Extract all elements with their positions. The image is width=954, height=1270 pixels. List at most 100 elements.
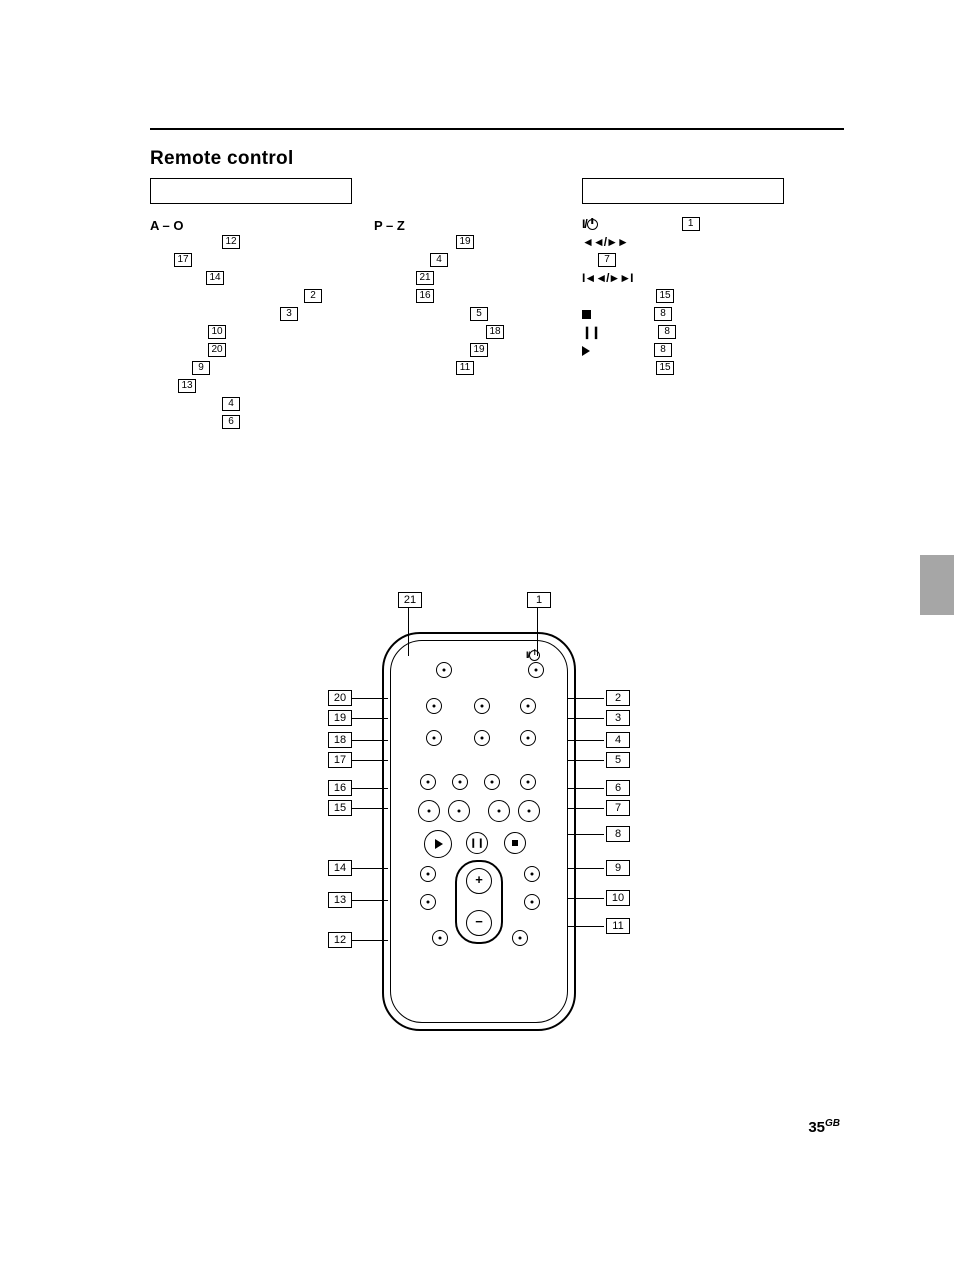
page-number-value: 35 <box>808 1119 825 1136</box>
reference-number: 7 <box>598 253 616 267</box>
callout-number: 4 <box>606 732 630 748</box>
reference-number: 10 <box>208 325 226 339</box>
index-row: ◄◄/►► <box>582 232 802 250</box>
remote-button <box>512 930 528 946</box>
leader-line <box>568 740 604 741</box>
remote-button <box>424 830 452 858</box>
reference-number: 21 <box>416 271 434 285</box>
leader-line <box>568 834 604 835</box>
remote-button <box>420 866 436 882</box>
remote-button <box>474 730 490 746</box>
index-row: 8 <box>582 340 802 358</box>
callout-number: 5 <box>606 752 630 768</box>
subheader-p-z: P – Z <box>374 218 405 233</box>
top-rule <box>150 128 844 130</box>
reference-number: 4 <box>222 397 240 411</box>
remote-button <box>426 730 442 746</box>
remote-button <box>528 662 544 678</box>
index-row: 13 <box>150 376 350 394</box>
volume-rocker: + − <box>455 860 503 944</box>
reference-number: 15 <box>656 361 674 375</box>
callout-number: 7 <box>606 800 630 816</box>
side-tab <box>920 555 954 615</box>
leader-line <box>352 698 388 699</box>
remote-button <box>448 800 470 822</box>
reference-number: 20 <box>208 343 226 357</box>
leader-line <box>568 788 604 789</box>
leader-line <box>352 760 388 761</box>
reference-number: 5 <box>470 307 488 321</box>
index-column-symbols: I/1◄◄/►►7I◄◄/►►I158❙❙8815 <box>582 214 802 376</box>
callout-number: 18 <box>328 732 352 748</box>
reference-number: 19 <box>470 343 488 357</box>
reference-number: 15 <box>656 289 674 303</box>
remote-button <box>520 698 536 714</box>
remote-body: I/❙❙ + − <box>382 632 576 1031</box>
callout-number: 3 <box>606 710 630 726</box>
remote-button <box>420 894 436 910</box>
leader-line <box>352 788 388 789</box>
leader-line <box>408 608 409 656</box>
minus-button: − <box>466 910 492 936</box>
index-row: 2 <box>150 286 350 304</box>
callout-number: 15 <box>328 800 352 816</box>
callout-number: 11 <box>606 918 630 934</box>
reference-number: 8 <box>654 343 672 357</box>
index-column-p: 19421165181911 <box>374 232 574 376</box>
index-row: 5 <box>374 304 574 322</box>
index-row: 18 <box>374 322 574 340</box>
remote-button <box>432 930 448 946</box>
leader-line <box>352 900 388 901</box>
callout-number: 9 <box>606 860 630 876</box>
remote-button <box>524 866 540 882</box>
symbol-glyph <box>582 305 596 323</box>
reference-number: 8 <box>658 325 676 339</box>
column-header-box-a <box>150 178 352 204</box>
index-row: 17 <box>150 250 350 268</box>
callout-number: 6 <box>606 780 630 796</box>
symbol-glyph <box>582 341 596 359</box>
index-row: 15 <box>582 358 802 376</box>
remote-diagram: I/❙❙ + − 2112019181716151413122345678910… <box>312 592 642 1062</box>
index-column-a: 12171423102091346 <box>150 232 350 430</box>
symbol-glyph: ❙❙ <box>582 322 600 341</box>
remote-button <box>452 774 468 790</box>
reference-number: 17 <box>174 253 192 267</box>
index-row: 9 <box>150 358 350 376</box>
callout-number: 1 <box>527 592 551 608</box>
index-row: 3 <box>150 304 350 322</box>
page-region: GB <box>825 1118 840 1129</box>
column-header-box-b <box>582 178 784 204</box>
symbol-glyph: I◄◄/►►I <box>582 269 633 287</box>
callout-number: 2 <box>606 690 630 706</box>
remote-button <box>474 698 490 714</box>
index-row: 7 <box>582 250 802 268</box>
reference-number: 14 <box>206 271 224 285</box>
manual-page: Remote control A – O P – Z 1217142310209… <box>0 0 954 1270</box>
callout-number: 10 <box>606 890 630 906</box>
index-row: 10 <box>150 322 350 340</box>
index-row: 15 <box>582 286 802 304</box>
reference-number: 11 <box>456 361 474 375</box>
callout-number: 13 <box>328 892 352 908</box>
index-row: 8 <box>582 304 802 322</box>
reference-number: 12 <box>222 235 240 249</box>
index-row: 11 <box>374 358 574 376</box>
callout-number: 14 <box>328 860 352 876</box>
index-row: 14 <box>150 268 350 286</box>
callout-number: 19 <box>328 710 352 726</box>
leader-line <box>568 808 604 809</box>
index-row: I◄◄/►►I <box>582 268 802 286</box>
remote-button <box>484 774 500 790</box>
leader-line <box>537 608 538 656</box>
subheader-a-o: A – O <box>150 218 183 233</box>
leader-line <box>352 940 388 941</box>
leader-line <box>352 718 388 719</box>
remote-button: ❙❙ <box>466 832 488 854</box>
remote-button <box>518 800 540 822</box>
page-number: 35GB <box>808 1118 840 1136</box>
callout-number: 8 <box>606 826 630 842</box>
remote-button <box>418 800 440 822</box>
reference-number: 16 <box>416 289 434 303</box>
remote-button <box>488 800 510 822</box>
